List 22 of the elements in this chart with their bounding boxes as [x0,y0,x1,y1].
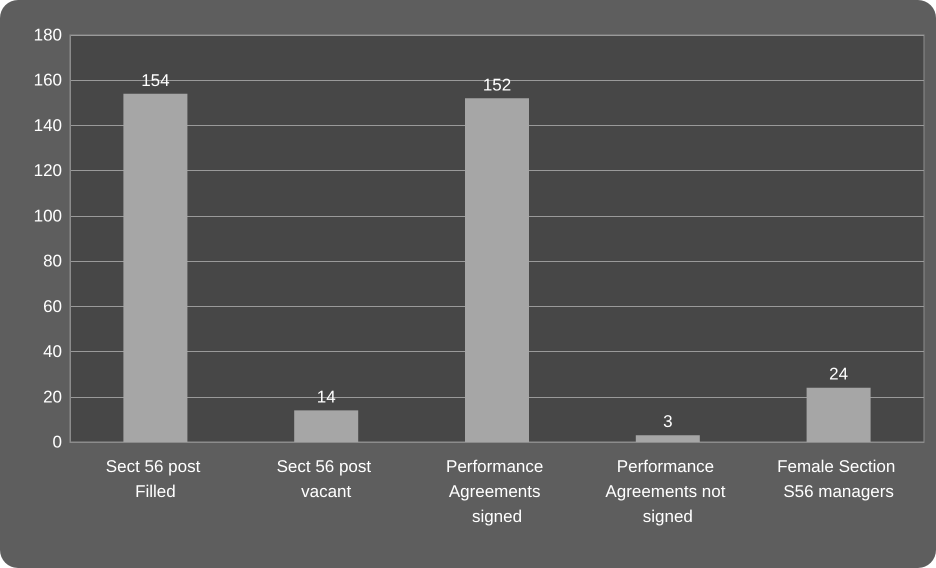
y-tick-label: 40 [43,342,62,362]
y-tick-label: 120 [34,161,62,180]
x-tick-label: Performance Agreements not signed [605,457,730,526]
y-tick-label: 80 [43,252,62,271]
bar [636,435,700,442]
y-tick-label: 60 [43,296,62,316]
y-tick-label: 140 [34,116,62,135]
bar [294,410,358,442]
data-label: 3 [663,412,673,432]
x-tick-label: Female Section S56 managers [777,457,900,501]
data-label: 24 [829,364,848,384]
data-label: 152 [482,75,512,94]
data-label: 14 [316,387,336,406]
data-label: 154 [141,70,170,90]
y-tick-label: 0 [52,432,62,452]
x-tick-label: Sect 56 post vacant [276,457,376,501]
x-tick-label: Sect 56 post Filled [106,457,206,501]
y-tick-label: 160 [34,70,62,90]
y-tick-label: 20 [43,387,62,406]
y-tick-label: 180 [34,26,62,44]
x-tick-label: Performance Agreements signed [446,457,548,526]
y-tick-label: 100 [34,206,62,226]
